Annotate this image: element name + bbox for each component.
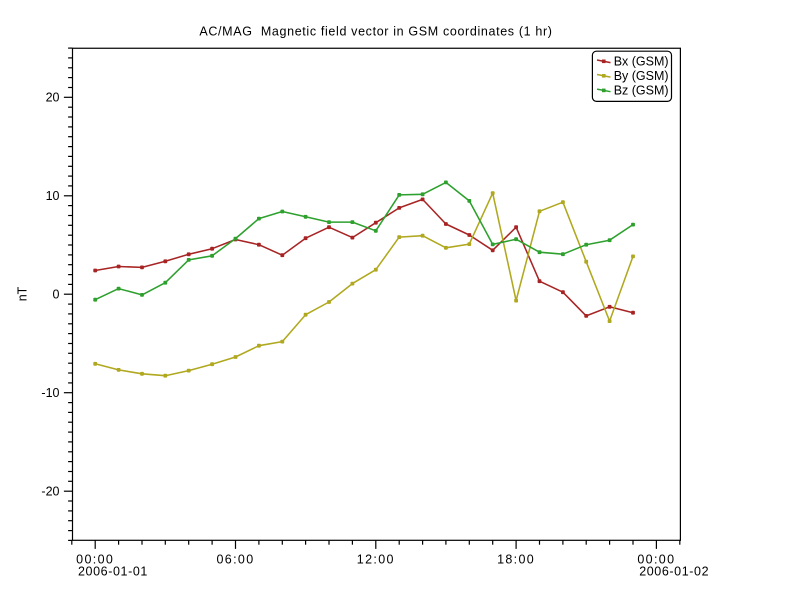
svg-text:12:00: 12:00	[357, 553, 395, 567]
svg-text:2006-01-01: 2006-01-01	[78, 565, 148, 579]
svg-text:20: 20	[46, 91, 60, 105]
svg-text:00:00: 00:00	[76, 553, 114, 567]
svg-text:Bx (GSM): Bx (GSM)	[614, 54, 669, 68]
svg-text:00:00: 00:00	[637, 553, 675, 567]
svg-text:AC/MAG Magnetic field vector: AC/MAG Magnetic field vector in GSM coor…	[199, 25, 552, 39]
svg-text:nT: nT	[16, 286, 30, 301]
svg-text:-20: -20	[41, 485, 59, 499]
svg-text:18:00: 18:00	[497, 553, 535, 567]
svg-text:2006-01-02: 2006-01-02	[639, 565, 709, 579]
svg-text:10: 10	[46, 189, 60, 203]
svg-text:06:00: 06:00	[216, 553, 254, 567]
svg-text:Bz (GSM): Bz (GSM)	[614, 84, 669, 98]
svg-text:-10: -10	[41, 386, 59, 400]
svg-text:By (GSM): By (GSM)	[614, 69, 669, 83]
svg-text:0: 0	[53, 288, 60, 302]
